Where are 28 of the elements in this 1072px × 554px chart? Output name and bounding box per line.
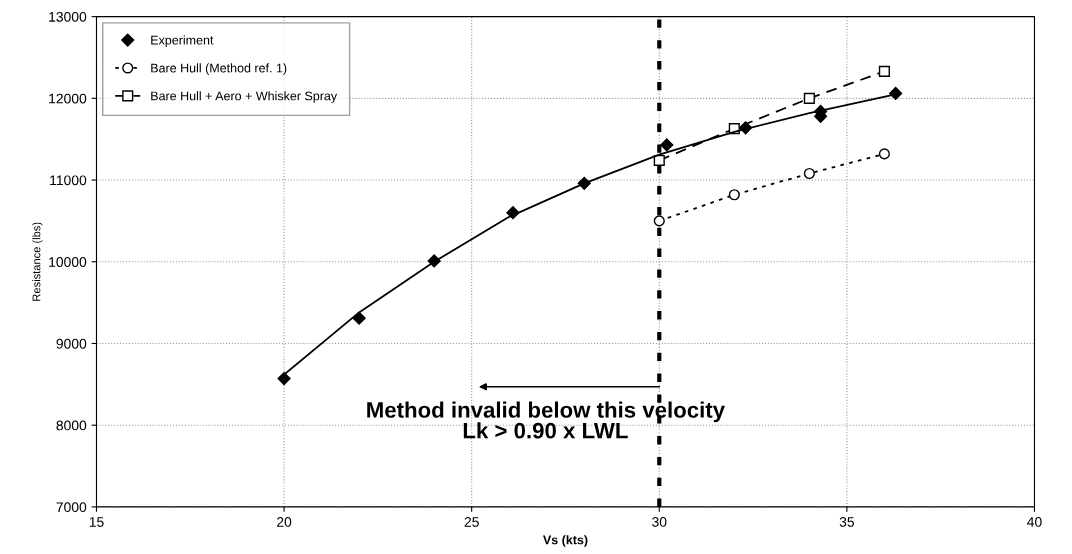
y-tick-label: 11000 [50,175,87,186]
point [803,167,815,180]
point [653,215,665,227]
point [878,65,890,77]
legend-label: Bare Hull + Aero + Whisker Spray [151,91,338,103]
y-tick-label: 12000 [49,93,87,104]
x-tick-label: 30 [652,517,667,527]
legend-label: Experiment [151,35,214,48]
x-tick-label: 20 [277,517,292,527]
y-tick-label: 9000 [56,338,87,349]
x-tick-label: 25 [464,517,479,527]
point [277,372,291,386]
point [660,138,674,152]
point [653,154,665,166]
y-tick-label: 7000 [56,502,87,513]
x-tick-label: 35 [839,517,855,527]
annotation: Method invalid below this velocity Lk > 0.90 x LWL [367,401,725,439]
point [878,148,890,160]
y-tick-label: 10000 [49,257,87,267]
x-tick-label: 15 [89,517,104,527]
x-axis-title: Vs (kts) [542,535,588,547]
point [803,92,815,104]
point [728,189,740,201]
y-tick-label: 8000 [56,420,87,431]
y-axis-title: Resistance (lbs) [32,222,43,301]
legend-label: Bare Hull (Method ref. 1) [151,63,287,75]
x-tick-label: 40 [1027,517,1042,527]
y-tick-label: 13000 [49,11,87,22]
